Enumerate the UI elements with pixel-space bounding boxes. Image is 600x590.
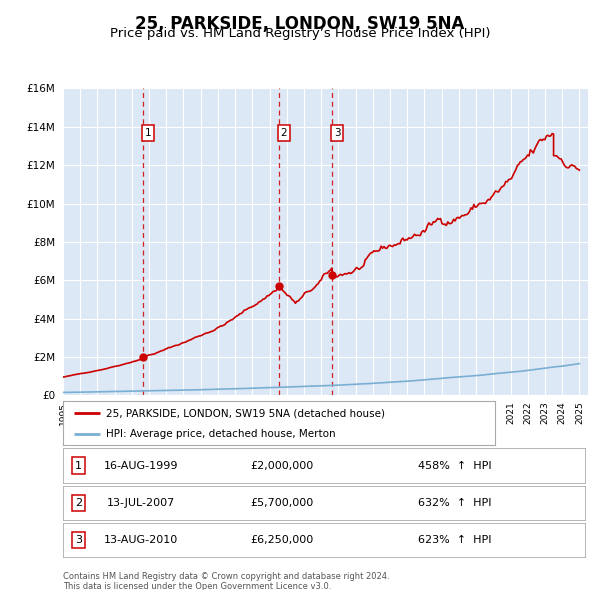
Text: 632%  ↑  HPI: 632% ↑ HPI bbox=[418, 498, 491, 507]
Text: £2,000,000: £2,000,000 bbox=[251, 461, 314, 470]
Text: 3: 3 bbox=[334, 128, 340, 138]
Text: £5,700,000: £5,700,000 bbox=[251, 498, 314, 507]
Text: £6,250,000: £6,250,000 bbox=[251, 535, 314, 545]
Text: 25, PARKSIDE, LONDON, SW19 5NA (detached house): 25, PARKSIDE, LONDON, SW19 5NA (detached… bbox=[106, 408, 385, 418]
Text: 2: 2 bbox=[281, 128, 287, 138]
Text: 13-JUL-2007: 13-JUL-2007 bbox=[107, 498, 175, 507]
Text: Contains HM Land Registry data © Crown copyright and database right 2024.: Contains HM Land Registry data © Crown c… bbox=[63, 572, 389, 581]
Text: 13-AUG-2010: 13-AUG-2010 bbox=[104, 535, 178, 545]
Text: This data is licensed under the Open Government Licence v3.0.: This data is licensed under the Open Gov… bbox=[63, 582, 331, 590]
Text: HPI: Average price, detached house, Merton: HPI: Average price, detached house, Mert… bbox=[106, 430, 336, 440]
Text: 16-AUG-1999: 16-AUG-1999 bbox=[104, 461, 179, 470]
Text: 3: 3 bbox=[75, 535, 82, 545]
Text: 1: 1 bbox=[145, 128, 151, 138]
Text: 25, PARKSIDE, LONDON, SW19 5NA: 25, PARKSIDE, LONDON, SW19 5NA bbox=[136, 15, 464, 33]
Text: 623%  ↑  HPI: 623% ↑ HPI bbox=[418, 535, 491, 545]
Text: Price paid vs. HM Land Registry’s House Price Index (HPI): Price paid vs. HM Land Registry’s House … bbox=[110, 27, 490, 40]
Text: 2: 2 bbox=[75, 498, 82, 507]
Text: 1: 1 bbox=[75, 461, 82, 470]
Text: 458%  ↑  HPI: 458% ↑ HPI bbox=[418, 461, 491, 470]
